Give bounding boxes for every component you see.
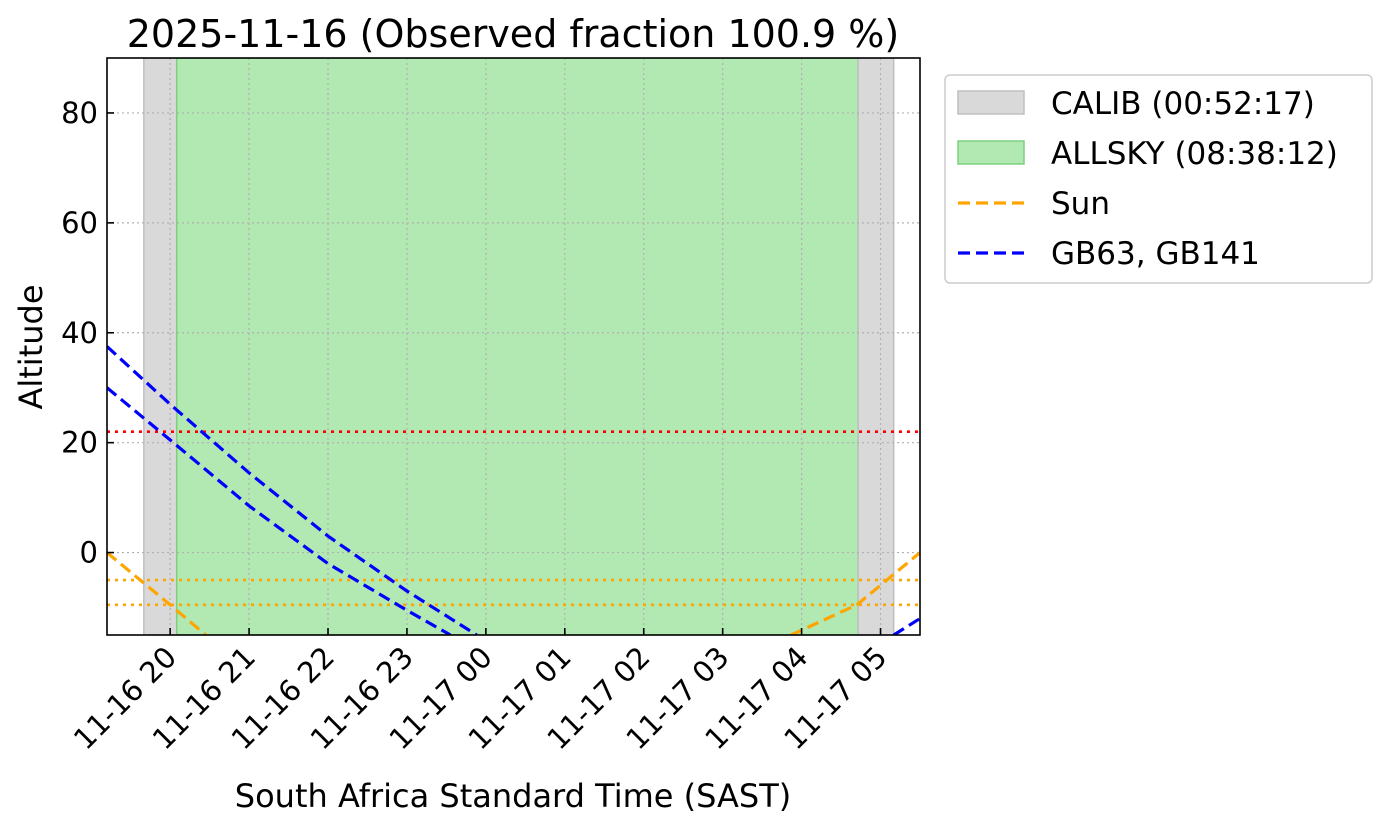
legend-label: Sun <box>1051 186 1110 222</box>
legend-swatch <box>957 140 1025 165</box>
series-line-gb63-gb141-4 <box>892 617 920 635</box>
legend: CALIB (00:52:17) ALLSKY (08:38:12) Sun GB63… <box>944 74 1373 284</box>
chart-title: 2025-11-16 (Observed fraction 100.9 %) <box>127 12 900 56</box>
series-line-gb63-gb141-3 <box>107 386 452 635</box>
series-line-sun-0 <box>107 551 207 635</box>
time-span-1 <box>175 58 859 635</box>
y-tick-label: 20 <box>61 426 98 460</box>
legend-label: CALIB (00:52:17) <box>1051 86 1315 122</box>
legend-label: ALLSKY (08:38:12) <box>1051 136 1338 172</box>
legend-box <box>944 74 1373 284</box>
legend-label: GB63, GB141 <box>1051 236 1260 272</box>
time-span-2 <box>857 58 895 635</box>
legend-swatch <box>957 90 1025 115</box>
y-tick-label: 80 <box>61 96 98 130</box>
y-tick-label: 0 <box>80 536 98 570</box>
x-axis-label: South Africa Standard Time (SAST) <box>235 777 791 815</box>
plot-frame <box>106 57 921 636</box>
series-line-sun-1 <box>790 551 920 635</box>
y-tick-label: 60 <box>61 206 98 240</box>
y-tick-label: 40 <box>61 316 98 350</box>
plot-area <box>107 58 920 635</box>
series-line-gb63-gb141-2 <box>107 345 478 635</box>
y-axis-label: Altitude <box>12 284 50 409</box>
time-span-0 <box>143 58 178 635</box>
